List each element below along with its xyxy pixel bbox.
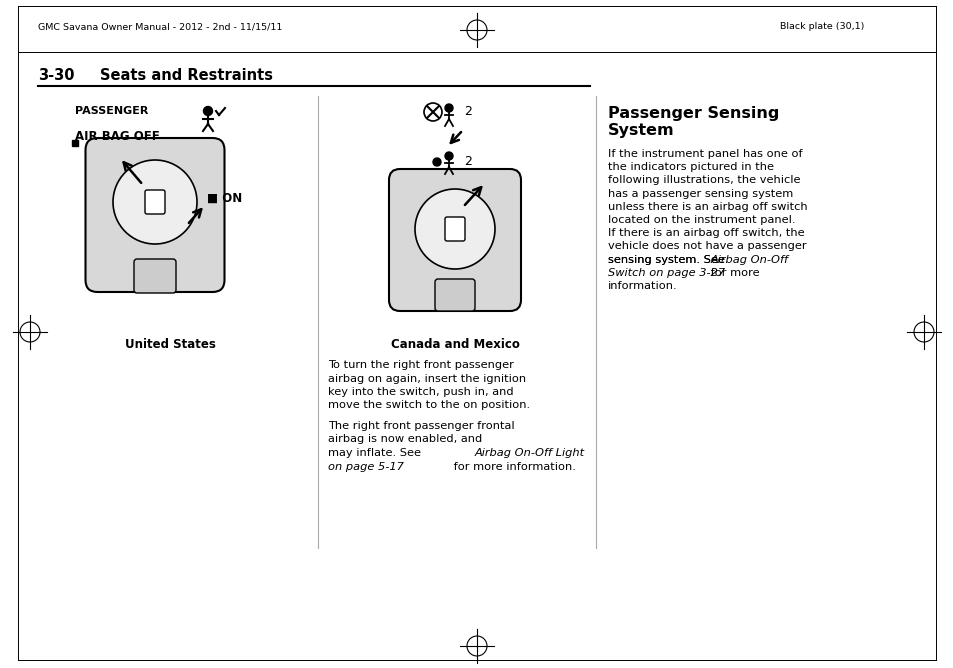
Text: Airbag On-Off: Airbag On-Off (710, 255, 787, 265)
FancyBboxPatch shape (145, 190, 165, 214)
Text: ■ ON: ■ ON (207, 192, 242, 204)
Text: System: System (607, 123, 674, 138)
Text: Switch on page 3-27: Switch on page 3-27 (607, 268, 724, 278)
Text: the indicators pictured in the: the indicators pictured in the (607, 162, 773, 172)
Text: If the instrument panel has one of: If the instrument panel has one of (607, 149, 801, 159)
Text: Airbag On-Off Light: Airbag On-Off Light (474, 448, 584, 458)
Text: airbag on again, insert the ignition: airbag on again, insert the ignition (328, 373, 525, 383)
Circle shape (433, 158, 440, 166)
Text: may inflate. See: may inflate. See (328, 448, 428, 458)
Circle shape (415, 189, 495, 269)
Text: AIR BAG OFF: AIR BAG OFF (75, 130, 159, 143)
Text: airbag is now enabled, and: airbag is now enabled, and (328, 434, 482, 444)
Text: has a passenger sensing system: has a passenger sensing system (607, 188, 792, 198)
Text: 3-30: 3-30 (38, 68, 74, 83)
Text: 2: 2 (463, 105, 472, 118)
FancyBboxPatch shape (86, 138, 224, 292)
Text: for more information.: for more information. (450, 462, 576, 472)
Text: The right front passenger frontal: The right front passenger frontal (328, 421, 514, 431)
Text: sensing system. See: sensing system. See (607, 255, 728, 265)
Text: key into the switch, push in, and: key into the switch, push in, and (328, 387, 513, 397)
Text: United States: United States (125, 338, 215, 351)
Text: Black plate (30,1): Black plate (30,1) (780, 22, 863, 31)
FancyBboxPatch shape (435, 279, 475, 311)
Circle shape (444, 152, 453, 160)
Text: Canada and Mexico: Canada and Mexico (390, 338, 518, 351)
Text: 2: 2 (463, 155, 472, 168)
Text: If there is an airbag off switch, the: If there is an airbag off switch, the (607, 228, 803, 238)
Text: sensing system. See: sensing system. See (607, 255, 728, 265)
Text: move the switch to the on position.: move the switch to the on position. (328, 401, 530, 411)
Text: on page 5-17: on page 5-17 (328, 462, 403, 472)
Text: following illustrations, the vehicle: following illustrations, the vehicle (607, 176, 800, 186)
Text: Seats and Restraints: Seats and Restraints (100, 68, 273, 83)
Text: Passenger Sensing: Passenger Sensing (607, 106, 779, 121)
FancyBboxPatch shape (389, 169, 520, 311)
Text: information.: information. (607, 281, 677, 291)
FancyBboxPatch shape (133, 259, 175, 293)
Text: located on the instrument panel.: located on the instrument panel. (607, 215, 795, 225)
Text: for more: for more (706, 268, 759, 278)
Text: unless there is an airbag off switch: unless there is an airbag off switch (607, 202, 807, 212)
Circle shape (423, 103, 441, 121)
Circle shape (203, 106, 213, 116)
FancyBboxPatch shape (444, 217, 464, 241)
Circle shape (444, 104, 453, 112)
Text: GMC Savana Owner Manual - 2012 - 2nd - 11/15/11: GMC Savana Owner Manual - 2012 - 2nd - 1… (38, 22, 282, 31)
Text: To turn the right front passenger: To turn the right front passenger (328, 360, 514, 370)
Text: vehicle does not have a passenger: vehicle does not have a passenger (607, 241, 806, 251)
Circle shape (112, 160, 196, 244)
Text: PASSENGER: PASSENGER (75, 106, 149, 116)
